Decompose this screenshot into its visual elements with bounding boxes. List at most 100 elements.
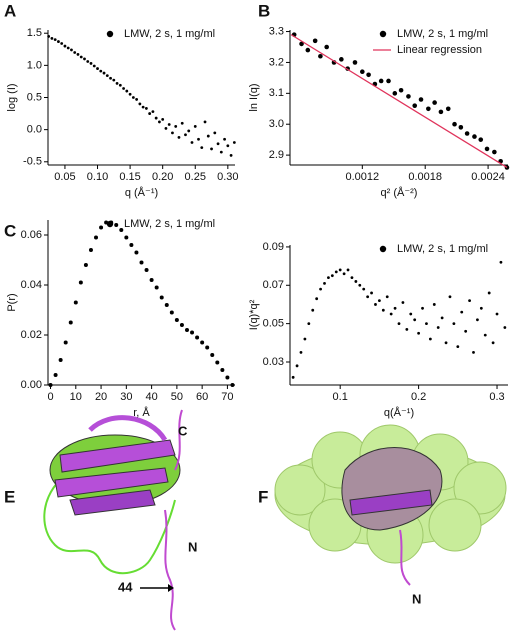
- data-point: [114, 223, 119, 227]
- panel-label: C: [4, 221, 16, 240]
- data-point: [307, 322, 311, 326]
- data-point: [200, 146, 204, 150]
- x-tick-label: 0.3: [489, 391, 504, 403]
- data-point: [68, 320, 73, 325]
- y-tick-label: 0.02: [21, 329, 42, 341]
- data-point: [112, 78, 116, 82]
- x-tick-label: 0.1: [333, 391, 348, 403]
- data-point: [492, 149, 497, 155]
- data-point: [86, 60, 90, 63]
- data-point: [210, 147, 213, 151]
- y-tick-label: 1.0: [27, 59, 42, 71]
- data-point: [92, 64, 96, 68]
- legend-label: LMW, 2 s, 1 mg/ml: [397, 28, 488, 40]
- x-tick-label: 0.15: [119, 171, 140, 183]
- data-point: [452, 121, 457, 127]
- data-point: [206, 134, 210, 138]
- data-point: [478, 137, 484, 142]
- data-point: [63, 340, 68, 345]
- data-point: [417, 331, 421, 335]
- x-tick-label: 10: [70, 391, 82, 403]
- data-point: [58, 358, 63, 362]
- x-tick-label: 0: [47, 391, 53, 403]
- data-point: [210, 353, 215, 357]
- data-point: [385, 295, 389, 299]
- data-point: [456, 345, 460, 349]
- legend-marker: [106, 30, 114, 38]
- data-point: [174, 318, 179, 322]
- x-axis-label: r, Å: [133, 406, 150, 419]
- x-tick-label: 0.05: [54, 171, 75, 183]
- x-tick-label: 0.0012: [345, 171, 379, 183]
- data-point: [154, 285, 159, 290]
- x-tick-label: 0.2: [411, 391, 426, 403]
- data-point: [213, 131, 217, 135]
- data-point: [413, 318, 417, 322]
- data-point: [144, 107, 148, 110]
- y-tick-label: 1.5: [27, 27, 42, 39]
- data-point: [445, 106, 451, 112]
- data-point: [177, 135, 181, 139]
- data-point: [426, 106, 431, 112]
- data-point: [503, 326, 507, 329]
- data-point: [338, 268, 342, 272]
- structure-label: N: [188, 539, 197, 554]
- data-point: [73, 51, 77, 54]
- regression-line: [290, 34, 508, 169]
- data-point: [299, 350, 303, 354]
- data-point: [79, 55, 83, 59]
- data-point: [131, 96, 135, 99]
- x-tick-label: 60: [196, 391, 208, 403]
- data-point: [330, 274, 334, 278]
- data-point: [159, 295, 164, 300]
- data-point: [187, 129, 191, 133]
- y-tick-label: 0.03: [263, 356, 284, 368]
- legend-label: Linear regression: [397, 44, 482, 56]
- data-point: [468, 299, 471, 303]
- data-point: [377, 299, 381, 303]
- data-point: [174, 125, 178, 128]
- data-point: [223, 137, 226, 141]
- y-tick-label: 0.06: [21, 229, 42, 241]
- data-point: [220, 368, 225, 372]
- data-point: [299, 41, 304, 47]
- data-point: [358, 283, 362, 287]
- data-point: [484, 146, 490, 152]
- data-point: [141, 105, 145, 109]
- data-point: [134, 250, 139, 255]
- data-point: [70, 48, 73, 52]
- data-point: [167, 123, 171, 126]
- panel-label: F: [258, 487, 268, 506]
- data-point: [83, 57, 86, 61]
- data-point: [144, 268, 149, 272]
- data-point: [479, 306, 483, 310]
- x-tick-label: 50: [171, 391, 183, 403]
- data-point: [230, 383, 235, 387]
- data-point: [432, 100, 437, 105]
- structure-e: [43, 409, 183, 631]
- data-point: [476, 318, 479, 322]
- data-point: [139, 260, 144, 265]
- data-point: [73, 300, 78, 305]
- legend-marker: [106, 220, 114, 228]
- data-point: [47, 35, 51, 38]
- data-point: [171, 131, 174, 135]
- data-point: [215, 360, 220, 365]
- data-point: [184, 133, 187, 137]
- data-point: [57, 40, 60, 43]
- data-point: [149, 278, 154, 282]
- data-point: [448, 295, 452, 299]
- data-point: [122, 87, 125, 90]
- x-tick-label: 70: [221, 391, 233, 403]
- data-point: [312, 38, 318, 44]
- legend-label: LMW, 2 s, 1 mg/ml: [124, 218, 215, 230]
- data-point: [232, 141, 236, 144]
- panel-label: B: [258, 1, 270, 20]
- data-point: [483, 333, 487, 337]
- y-tick-label: 0.5: [27, 91, 42, 103]
- data-point: [389, 312, 393, 316]
- data-point: [362, 287, 366, 291]
- structure-label: N: [412, 591, 421, 606]
- data-point: [83, 263, 88, 267]
- data-point: [190, 141, 194, 144]
